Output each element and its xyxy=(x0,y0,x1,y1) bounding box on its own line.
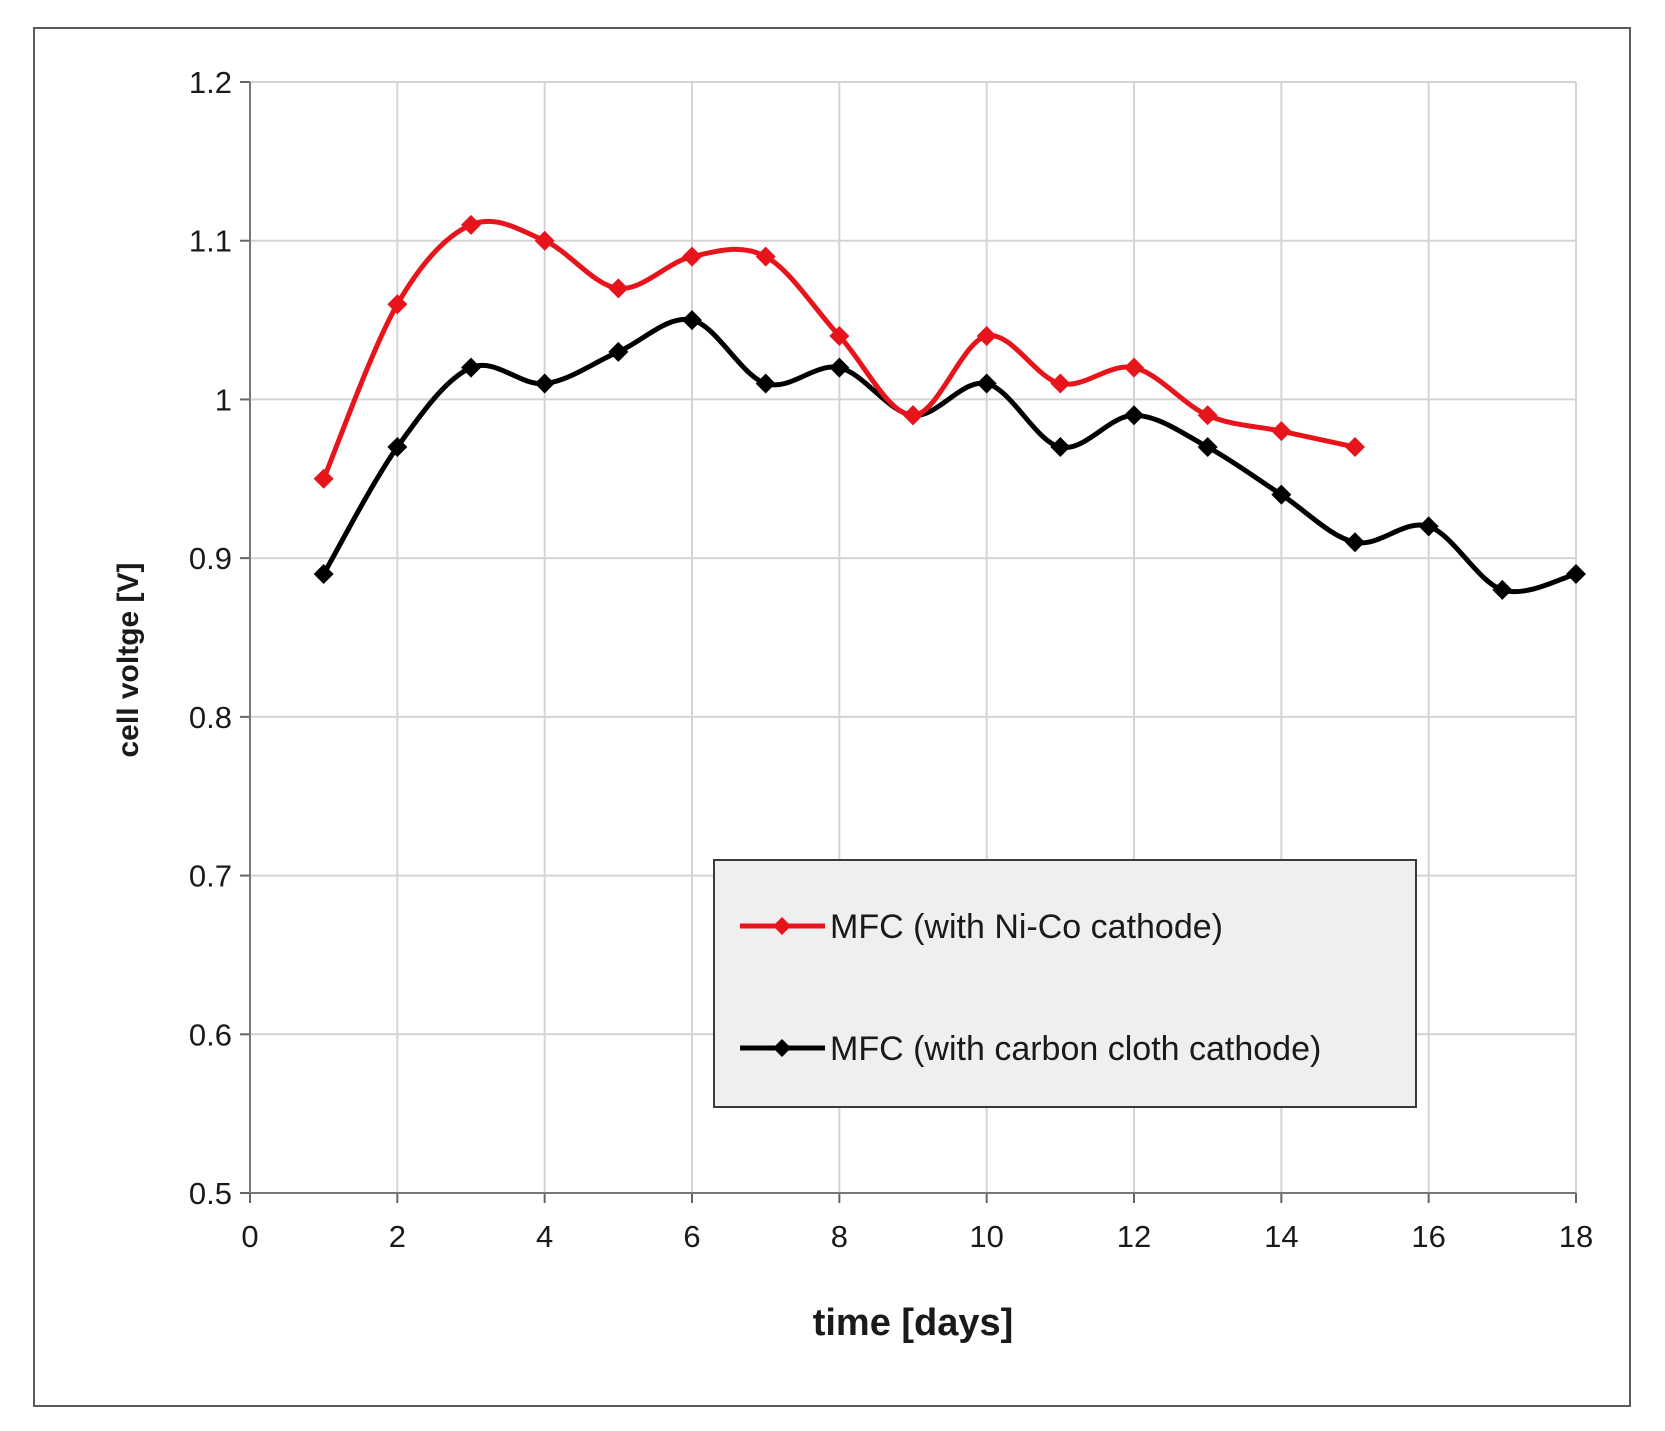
data-series xyxy=(313,214,1586,600)
data-point-nico xyxy=(608,278,629,299)
data-point-carbon xyxy=(1418,516,1439,537)
data-point-nico xyxy=(682,246,702,267)
data-point-carbon xyxy=(682,310,702,331)
legend-entry-carbon: MFC (with carbon cloth cathode) xyxy=(740,1030,1321,1068)
y-tick-label: 1 xyxy=(215,382,232,417)
y-tick-label: 0.9 xyxy=(189,541,232,576)
x-tick-label: 6 xyxy=(683,1219,700,1254)
y-tick-label: 1.2 xyxy=(189,65,232,100)
y-tick-labels: 0.5 0.6 0.7 0.8 0.9 1 1.1 1.2 xyxy=(189,65,232,1211)
series-line-carbon xyxy=(321,316,1579,595)
data-point-nico xyxy=(387,294,408,315)
series-carbon xyxy=(313,310,1586,600)
legend-entry-nico: MFC (with Ni-Co cathode) xyxy=(740,908,1223,946)
y-tick-label: 0.6 xyxy=(189,1017,232,1052)
data-point-carbon xyxy=(1197,437,1218,458)
x-tick-label: 4 xyxy=(536,1219,553,1254)
legend-label-carbon: MFC (with carbon cloth cathode) xyxy=(830,1030,1321,1068)
legend-label-nico: MFC (with Ni-Co cathode) xyxy=(830,908,1223,946)
data-point-carbon xyxy=(1271,484,1292,505)
data-point-carbon xyxy=(1492,579,1513,600)
data-point-nico xyxy=(829,325,850,346)
legend-swatch-marker-carbon xyxy=(773,1039,791,1057)
x-tick-labels: 0 2 4 6 8 10 12 14 16 18 xyxy=(241,1219,1593,1254)
data-point-nico xyxy=(976,325,997,346)
data-point-carbon xyxy=(313,564,334,585)
y-tick-label: 1.1 xyxy=(189,224,232,259)
data-point-nico xyxy=(755,246,776,267)
data-point-carbon xyxy=(534,373,555,394)
y-tick-label: 0.8 xyxy=(189,700,232,735)
data-point-nico xyxy=(534,230,555,251)
data-point-nico xyxy=(1271,421,1292,442)
data-point-carbon xyxy=(829,357,850,378)
data-point-carbon xyxy=(1345,532,1365,553)
x-tick-label: 18 xyxy=(1559,1219,1593,1254)
data-point-carbon xyxy=(1124,405,1144,426)
x-tick-label: 10 xyxy=(969,1219,1003,1254)
data-point-nico xyxy=(1124,357,1144,378)
series-nico xyxy=(313,214,1365,489)
data-point-nico xyxy=(1050,373,1071,394)
legend-swatch-marker-nico xyxy=(773,917,791,935)
data-point-nico xyxy=(461,214,481,235)
x-tick-label: 14 xyxy=(1264,1219,1298,1254)
y-tick-label: 0.7 xyxy=(189,859,232,894)
x-tick-label: 16 xyxy=(1411,1219,1445,1254)
data-point-nico xyxy=(1197,405,1218,426)
data-point-carbon xyxy=(1050,437,1071,458)
x-tick-label: 12 xyxy=(1117,1219,1151,1254)
legend: MFC (with Ni-Co cathode) MFC (with carbo… xyxy=(713,859,1417,1108)
data-point-nico xyxy=(1345,437,1365,458)
x-tick-label: 0 xyxy=(241,1219,258,1254)
y-axis-label: cell voltge [V] xyxy=(112,562,145,757)
x-tick-label: 2 xyxy=(389,1219,406,1254)
x-axis-label: time [days] xyxy=(813,1302,1014,1344)
data-point-nico xyxy=(313,468,334,489)
data-point-carbon xyxy=(608,341,629,362)
data-point-carbon xyxy=(387,437,408,458)
data-point-carbon xyxy=(976,373,997,394)
y-tick-label: 0.5 xyxy=(189,1176,232,1211)
axes xyxy=(240,81,1577,1203)
data-point-carbon xyxy=(461,357,481,378)
legend-box xyxy=(713,859,1417,1108)
x-tick-label: 8 xyxy=(831,1219,848,1254)
data-point-carbon xyxy=(1566,564,1586,585)
data-point-nico xyxy=(903,405,923,426)
data-point-carbon xyxy=(755,373,776,394)
